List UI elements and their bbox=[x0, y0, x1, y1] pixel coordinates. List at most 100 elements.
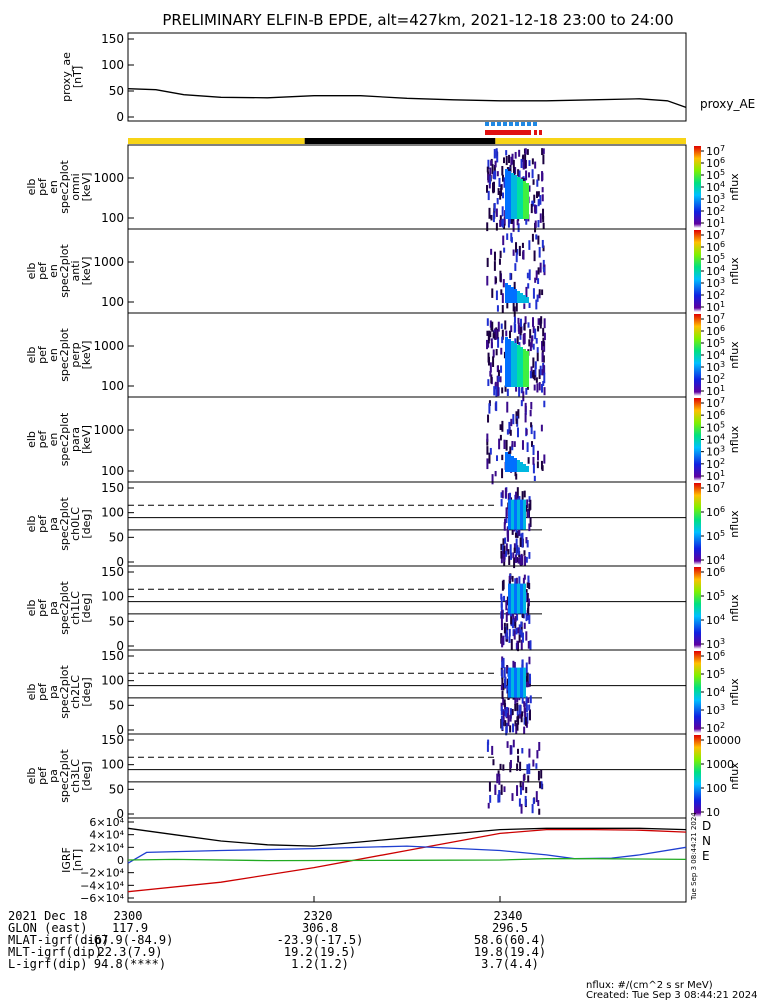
spectrogram-cell bbox=[509, 708, 512, 719]
spectrogram-cell bbox=[516, 336, 519, 345]
spectrogram-cell bbox=[505, 337, 508, 387]
colorbar-tick-label: 103 bbox=[706, 445, 725, 459]
science-zone-red bbox=[539, 130, 542, 135]
colorbar-tick-label: 102 bbox=[706, 372, 725, 386]
spectrogram-cell bbox=[532, 798, 535, 804]
spectrogram-cell bbox=[509, 544, 512, 555]
spectrogram-cell bbox=[496, 197, 499, 205]
spectrogram-cell bbox=[498, 177, 501, 188]
spectrogram-cell bbox=[503, 622, 506, 629]
spectrogram-cell bbox=[512, 249, 515, 256]
spectrogram-cell bbox=[514, 720, 517, 727]
igrf-e-line bbox=[127, 858, 687, 862]
panel-frame bbox=[127, 481, 687, 567]
x-info-value: 296.5 bbox=[492, 921, 528, 935]
spectrogram-cell bbox=[532, 288, 535, 299]
colorbar-tick-label: 1000 bbox=[706, 758, 734, 771]
spectrogram-cell bbox=[509, 429, 512, 436]
y-axis-label: pef bbox=[36, 345, 49, 364]
colorbar bbox=[694, 146, 701, 228]
spectrogram-cell bbox=[502, 697, 505, 706]
spectrogram-cell bbox=[514, 619, 517, 629]
y-tick-label: −4×10⁴ bbox=[80, 879, 124, 892]
spectrogram-cell bbox=[530, 366, 533, 375]
spectrogram-cell bbox=[505, 706, 508, 714]
spectrogram-cell bbox=[515, 723, 518, 735]
spectrogram-cell bbox=[518, 386, 521, 397]
figure-title: PRELIMINARY ELFIN-B EPDE, alt=427km, 202… bbox=[162, 11, 673, 29]
y-axis-label: pa bbox=[47, 769, 60, 783]
spectrogram-cell bbox=[510, 217, 513, 224]
spectrogram-cell bbox=[528, 302, 531, 309]
spectrogram-cell bbox=[497, 321, 500, 332]
spectrogram-cell bbox=[527, 322, 530, 328]
spectrogram-cell bbox=[538, 246, 541, 258]
spectrogram-cell bbox=[524, 556, 527, 567]
colorbar-tick-label: 105 bbox=[706, 529, 725, 543]
spectrogram-cell bbox=[537, 199, 540, 207]
spectrogram-cell bbox=[505, 543, 508, 552]
spectrogram-cell bbox=[487, 174, 490, 183]
spectrogram-cell bbox=[486, 446, 489, 455]
spectrogram-cell bbox=[506, 233, 509, 240]
spectrogram-cell bbox=[532, 369, 535, 379]
spectrogram-cell bbox=[501, 637, 504, 648]
spectrogram-cell bbox=[537, 235, 540, 245]
spectrogram-cell bbox=[519, 325, 522, 334]
spectrogram-cell bbox=[515, 538, 518, 547]
spectrogram-cell bbox=[504, 385, 507, 392]
spectrogram-cell bbox=[518, 632, 521, 643]
spectrogram-cell bbox=[526, 499, 529, 509]
spectrogram-cell bbox=[521, 747, 524, 754]
spectrogram-cell bbox=[536, 461, 539, 469]
science-zone-blue bbox=[527, 122, 531, 126]
colorbar bbox=[694, 735, 701, 817]
y-axis-label: para bbox=[69, 427, 82, 452]
spectrogram-cell bbox=[528, 656, 531, 665]
spectrogram-cell bbox=[490, 338, 493, 349]
igrf-legend-D: D bbox=[702, 819, 711, 833]
spectrogram-cell bbox=[511, 444, 514, 451]
colorbar-tick-label: 104 bbox=[706, 348, 725, 362]
spectrogram-cell bbox=[492, 171, 495, 180]
spectrogram-cell bbox=[510, 156, 513, 166]
spectrogram-cell bbox=[522, 577, 525, 584]
spectrogram-cell bbox=[526, 272, 529, 279]
spectrogram-cell bbox=[516, 785, 519, 796]
spectrogram-cell bbox=[523, 622, 526, 629]
spectrogram-cell bbox=[507, 715, 510, 727]
x-info-value: 19.8(19.4) bbox=[474, 945, 546, 959]
spectrogram-cell bbox=[531, 804, 534, 814]
y-tick-label: 100 bbox=[101, 464, 124, 478]
spectrogram-cell bbox=[496, 386, 499, 397]
spectrogram-cell bbox=[515, 300, 518, 312]
x-info-value: 19.2(19.5) bbox=[284, 945, 356, 959]
spectrogram-cell bbox=[502, 544, 505, 551]
spectrogram-cell bbox=[516, 530, 519, 538]
science-zone-red bbox=[534, 130, 537, 135]
spectrogram-cell bbox=[504, 518, 507, 525]
spectrogram-cell bbox=[514, 554, 517, 563]
spectrogram-cell bbox=[526, 592, 529, 603]
colorbar-label: nflux bbox=[728, 762, 741, 790]
spectrogram-cell bbox=[536, 191, 539, 199]
spectrogram-cell bbox=[498, 438, 501, 450]
spectrogram-cell bbox=[499, 434, 502, 441]
spectrogram-cell bbox=[506, 678, 509, 689]
spectrogram-cell bbox=[521, 155, 524, 162]
spectrogram-cell bbox=[530, 422, 533, 428]
y-tick-label: 150 bbox=[101, 733, 124, 747]
colorbar-tick-label: 106 bbox=[706, 649, 725, 663]
spectrogram-cell bbox=[513, 322, 516, 333]
spectrogram-cell bbox=[501, 387, 504, 394]
spectrogram-cell bbox=[532, 759, 535, 767]
spectrogram-cell bbox=[525, 537, 528, 544]
spectrogram-cell bbox=[525, 662, 528, 674]
spectrogram-cell bbox=[540, 424, 543, 432]
spectrogram-cell bbox=[523, 295, 526, 303]
spectrogram-cell bbox=[490, 248, 493, 255]
spectrogram-cell bbox=[523, 349, 526, 387]
spectrogram-cell bbox=[510, 232, 513, 242]
